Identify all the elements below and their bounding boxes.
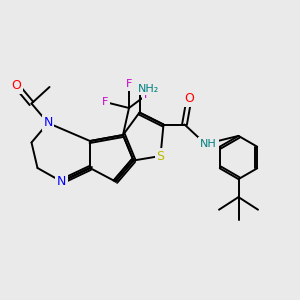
Text: NH: NH bbox=[200, 139, 217, 149]
Text: F: F bbox=[102, 97, 108, 107]
Text: N: N bbox=[43, 116, 53, 130]
Text: F: F bbox=[144, 89, 150, 100]
Text: S: S bbox=[157, 149, 164, 163]
Text: O: O bbox=[184, 92, 194, 106]
Text: O: O bbox=[12, 79, 21, 92]
Text: F: F bbox=[126, 79, 132, 89]
Text: N: N bbox=[57, 175, 66, 188]
Text: NH₂: NH₂ bbox=[138, 83, 159, 94]
